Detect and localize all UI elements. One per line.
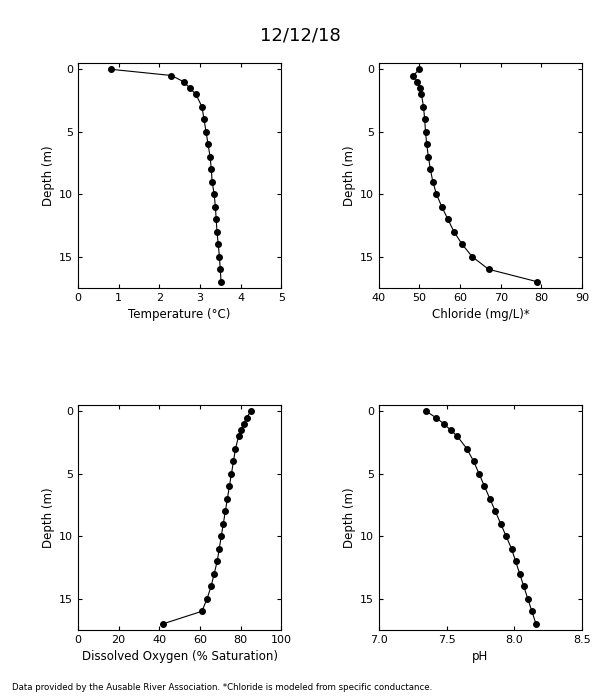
Y-axis label: Depth (m): Depth (m): [343, 487, 356, 548]
Text: Data provided by the Ausable River Association. *Chloride is modeled from specif: Data provided by the Ausable River Assoc…: [12, 682, 432, 692]
Text: 12/12/18: 12/12/18: [260, 27, 340, 45]
X-axis label: pH: pH: [472, 650, 488, 664]
X-axis label: Temperature (°C): Temperature (°C): [128, 309, 231, 321]
X-axis label: Dissolved Oxygen (% Saturation): Dissolved Oxygen (% Saturation): [82, 650, 278, 664]
Y-axis label: Depth (m): Depth (m): [42, 487, 55, 548]
X-axis label: Chloride (mg/L)*: Chloride (mg/L)*: [431, 309, 529, 321]
Y-axis label: Depth (m): Depth (m): [42, 145, 55, 206]
Y-axis label: Depth (m): Depth (m): [343, 145, 356, 206]
